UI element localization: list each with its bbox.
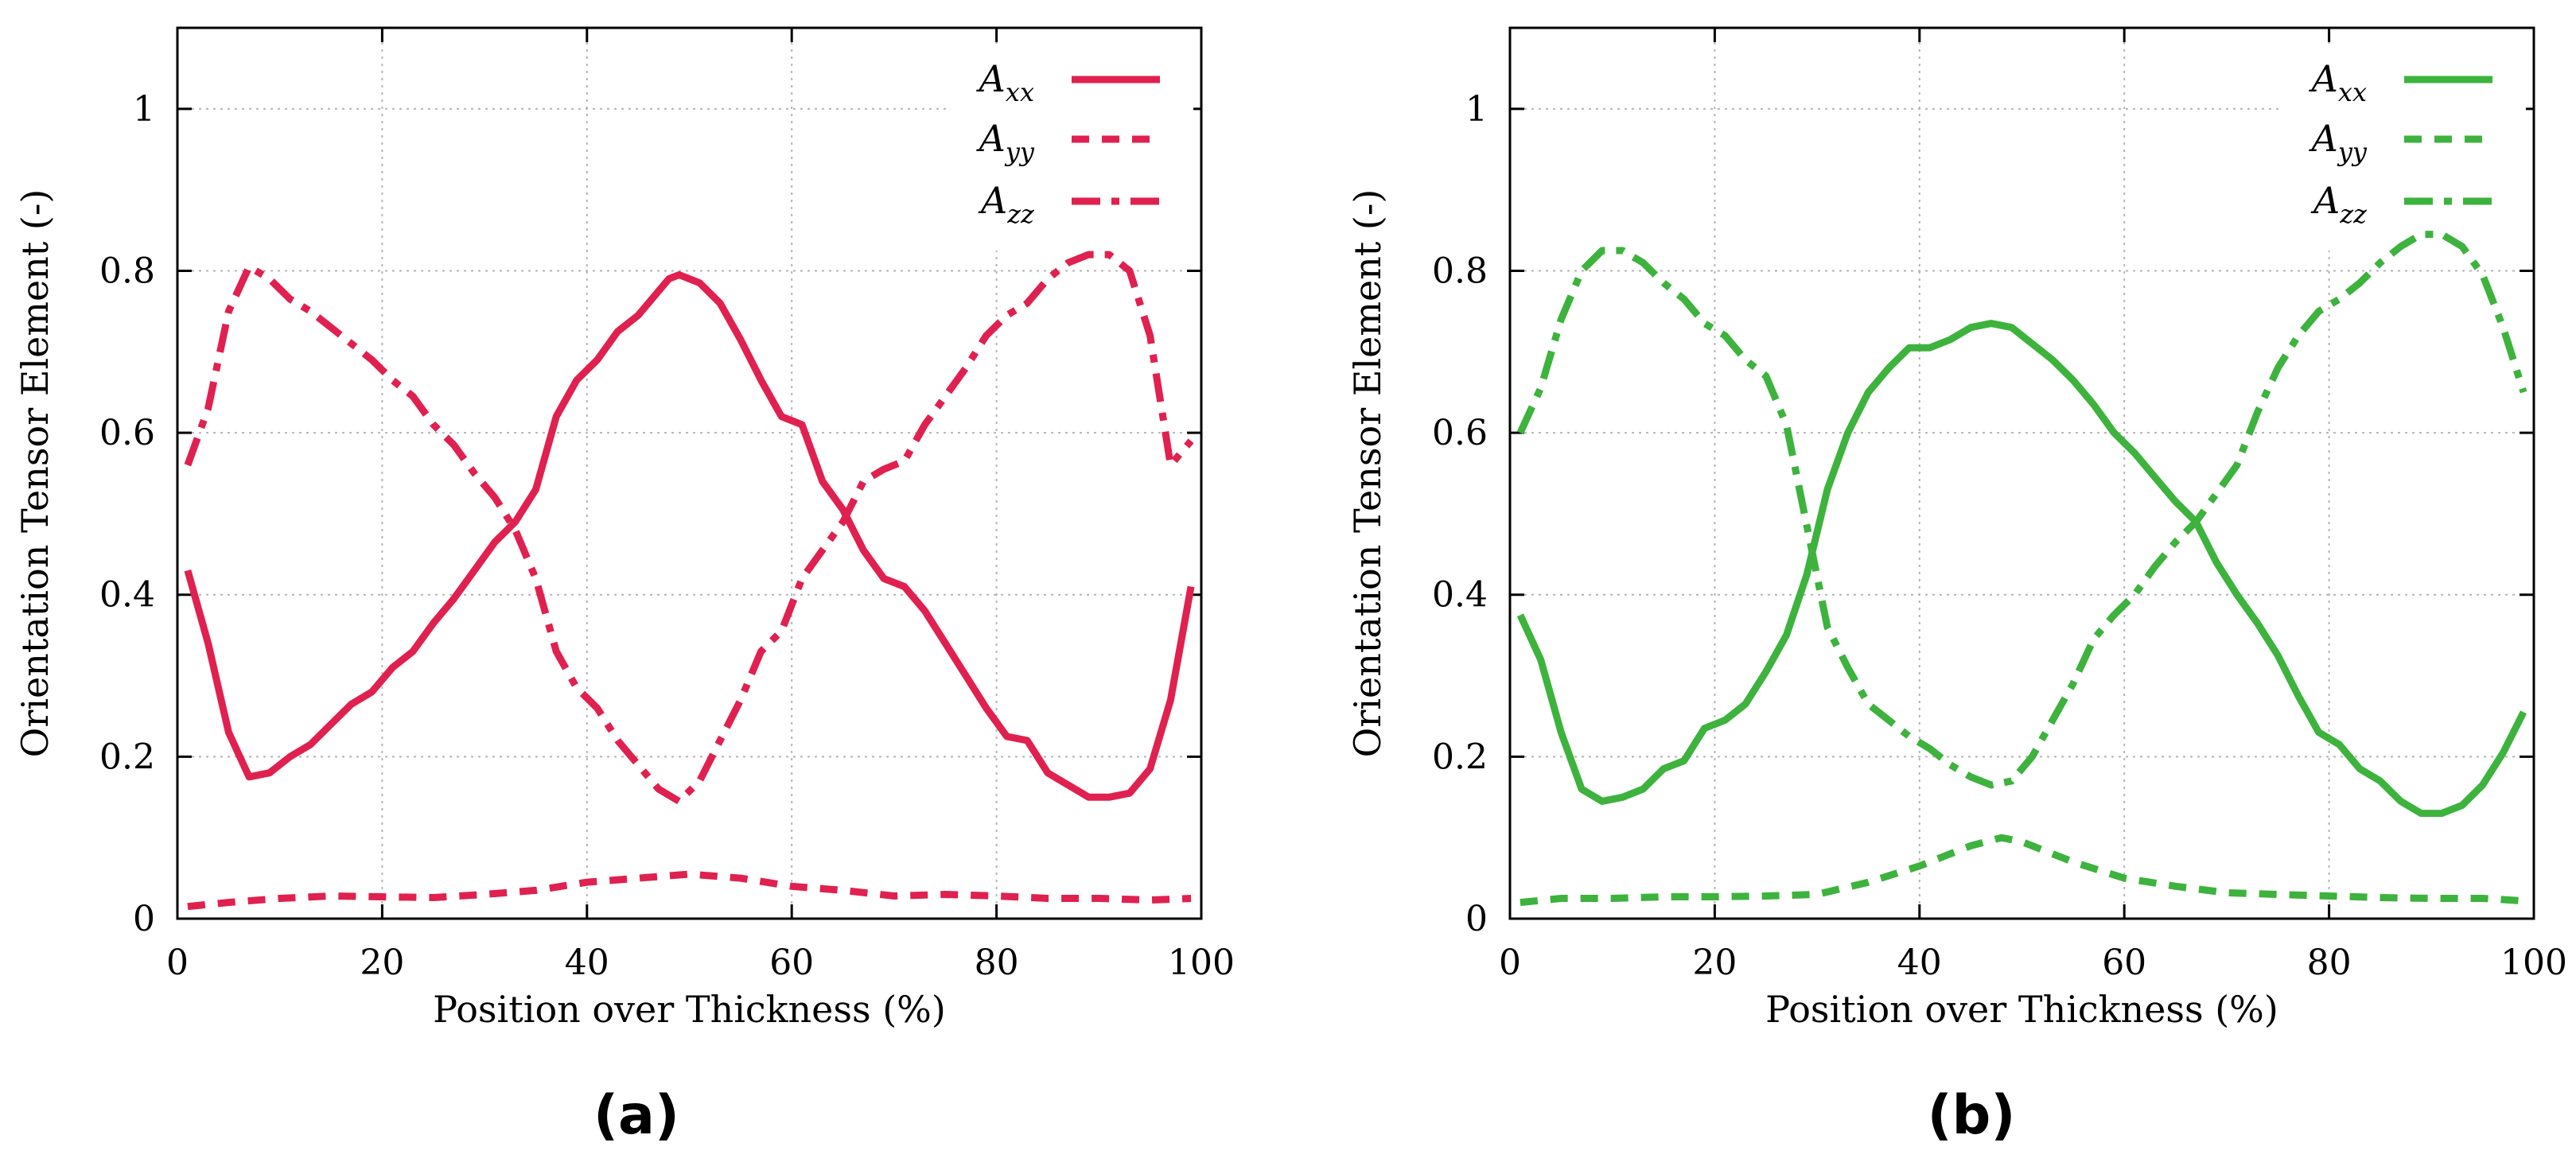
plot-frame — [1508, 26, 2535, 920]
legend-label-zz: Azz — [2310, 179, 2368, 229]
y-tick-label: 0.4 — [99, 575, 155, 616]
y-tick-label: 0.8 — [1432, 251, 1488, 291]
legend-label-main: A — [978, 179, 1007, 222]
x-tick-label: 40 — [1897, 943, 1942, 983]
legend-label-main: A — [2309, 57, 2338, 100]
panel-label: (b) — [1928, 1084, 2016, 1147]
legend-label-sub: zz — [1006, 199, 1035, 229]
legend-label-sub: zz — [2339, 199, 2368, 229]
legend-label-main: A — [976, 117, 1006, 160]
x-tick-label: 40 — [565, 943, 609, 983]
y-tick-label: 0 — [1465, 899, 1488, 939]
x-tick-label: 60 — [769, 943, 814, 983]
panel-label: (a) — [593, 1084, 679, 1147]
legend-label-sub: yy — [2337, 137, 2368, 167]
series-line-xx — [1516, 320, 2527, 818]
x-axis-label: Position over Thickness (%) — [1765, 988, 2278, 1031]
series-line-yy — [187, 870, 1192, 911]
legend-label-xx: Axx — [2309, 57, 2367, 107]
legend-label-main: A — [976, 57, 1006, 100]
y-tick-label: 0 — [133, 899, 155, 939]
legend-label-yy: Ayy — [2309, 117, 2368, 167]
y-tick-label: 0.6 — [1432, 413, 1488, 453]
x-tick-label: 80 — [2307, 943, 2352, 983]
y-tick-label: 0.2 — [1432, 737, 1488, 777]
legend-label-sub: xx — [1006, 77, 1034, 107]
y-tick-label: 1 — [133, 89, 155, 130]
x-tick-label: 20 — [360, 943, 404, 983]
chart-panel-a: 0 20 40 60 80 10000.20.40.60.81AxxAyyAzzPosit… — [14, 26, 1235, 1147]
x-tick-label: 100 — [2500, 943, 2567, 983]
legend-label-main: A — [2309, 117, 2338, 160]
series-line-zz — [184, 251, 1194, 805]
legend-label-sub: xx — [2338, 77, 2367, 107]
legend-label-xx: Axx — [976, 57, 1034, 107]
series-line-zz — [1516, 231, 2527, 789]
legend-label-yy: Ayy — [976, 117, 1035, 167]
series-line-yy — [1520, 834, 2524, 907]
series-line-xx — [184, 271, 1195, 801]
legend-label-sub: yy — [1004, 137, 1035, 167]
y-axis-label: Orientation Tensor Element (-) — [14, 189, 56, 758]
x-tick-label: 100 — [1168, 943, 1235, 983]
legend-label-main: A — [2310, 179, 2340, 222]
x-axis-label: Position over Thickness (%) — [433, 988, 946, 1031]
x-tick-label: 0 — [1499, 943, 1521, 983]
chart-panel-b: 0 20 40 60 80 10000.20.40.60.81AxxAyyAzzPosit… — [1346, 26, 2567, 1147]
x-tick-label: 80 — [975, 943, 1019, 983]
y-tick-label: 0.6 — [99, 413, 155, 453]
legend-label-zz: Azz — [978, 179, 1035, 229]
y-tick-label: 0.4 — [1432, 575, 1488, 616]
x-tick-label: 20 — [1692, 943, 1737, 983]
plot-frame — [176, 26, 1203, 920]
y-tick-label: 1 — [1465, 89, 1488, 130]
y-tick-label: 0.8 — [99, 251, 155, 291]
x-tick-label: 0 — [166, 943, 189, 983]
y-tick-label: 0.2 — [99, 737, 155, 777]
x-tick-label: 60 — [2102, 943, 2146, 983]
y-axis-label: Orientation Tensor Element (-) — [1346, 189, 1389, 758]
